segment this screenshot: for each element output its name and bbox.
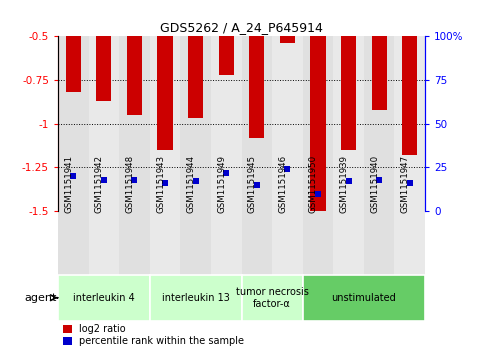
Point: [222, 170, 230, 175]
Bar: [242, 36, 272, 211]
Bar: [157, 36, 173, 150]
Bar: [280, 36, 295, 43]
Text: agent: agent: [24, 293, 57, 303]
Point: [314, 191, 322, 196]
Bar: [88, 211, 119, 321]
Text: GSM1151943: GSM1151943: [156, 155, 165, 213]
Bar: [303, 36, 333, 211]
Bar: [364, 211, 395, 321]
Text: GSM1151941: GSM1151941: [64, 155, 73, 213]
Legend: log2 ratio, percentile rank within the sample: log2 ratio, percentile rank within the s…: [63, 324, 244, 346]
Text: GSM1151946: GSM1151946: [278, 155, 287, 213]
Point: [253, 182, 261, 188]
Text: GSM1151940: GSM1151940: [370, 155, 379, 213]
Bar: [242, 275, 303, 321]
Bar: [333, 211, 364, 321]
Bar: [58, 275, 150, 321]
Bar: [150, 36, 180, 211]
Point: [284, 166, 291, 172]
Bar: [88, 36, 119, 211]
Text: GSM1151944: GSM1151944: [186, 155, 196, 213]
Bar: [219, 36, 234, 75]
Bar: [364, 36, 395, 211]
Bar: [180, 211, 211, 321]
Bar: [402, 36, 417, 155]
Bar: [395, 36, 425, 211]
Bar: [303, 211, 333, 321]
Bar: [58, 211, 88, 321]
Text: interleukin 4: interleukin 4: [73, 293, 135, 303]
Bar: [311, 36, 326, 211]
Bar: [395, 211, 425, 321]
Text: interleukin 13: interleukin 13: [162, 293, 229, 303]
Bar: [333, 36, 364, 211]
Text: GSM1151939: GSM1151939: [340, 155, 349, 213]
Bar: [66, 36, 81, 92]
Bar: [272, 211, 303, 321]
Bar: [211, 211, 242, 321]
Point: [70, 173, 77, 179]
Bar: [150, 211, 180, 321]
Text: tumor necrosis
factor-α: tumor necrosis factor-α: [236, 287, 309, 309]
Bar: [242, 211, 272, 321]
Bar: [341, 36, 356, 150]
Bar: [58, 36, 88, 211]
Text: GSM1151945: GSM1151945: [248, 155, 257, 213]
Point: [192, 178, 199, 184]
Bar: [371, 36, 387, 110]
Point: [161, 180, 169, 186]
Bar: [272, 36, 303, 211]
Text: GSM1151950: GSM1151950: [309, 155, 318, 213]
Point: [130, 177, 138, 183]
Bar: [211, 36, 242, 211]
Bar: [150, 275, 242, 321]
Bar: [180, 36, 211, 211]
Bar: [303, 275, 425, 321]
Bar: [127, 36, 142, 115]
Point: [406, 180, 413, 186]
Title: GDS5262 / A_24_P645914: GDS5262 / A_24_P645914: [160, 21, 323, 34]
Bar: [188, 36, 203, 118]
Text: GSM1151948: GSM1151948: [126, 155, 134, 213]
Point: [345, 178, 353, 184]
Text: GSM1151947: GSM1151947: [401, 155, 410, 213]
Point: [375, 177, 383, 183]
Bar: [249, 36, 265, 138]
Bar: [96, 36, 112, 101]
Text: GSM1151949: GSM1151949: [217, 155, 226, 213]
Point: [100, 177, 108, 183]
Bar: [119, 211, 150, 321]
Text: unstimulated: unstimulated: [331, 293, 396, 303]
Bar: [119, 36, 150, 211]
Text: GSM1151942: GSM1151942: [95, 155, 104, 213]
